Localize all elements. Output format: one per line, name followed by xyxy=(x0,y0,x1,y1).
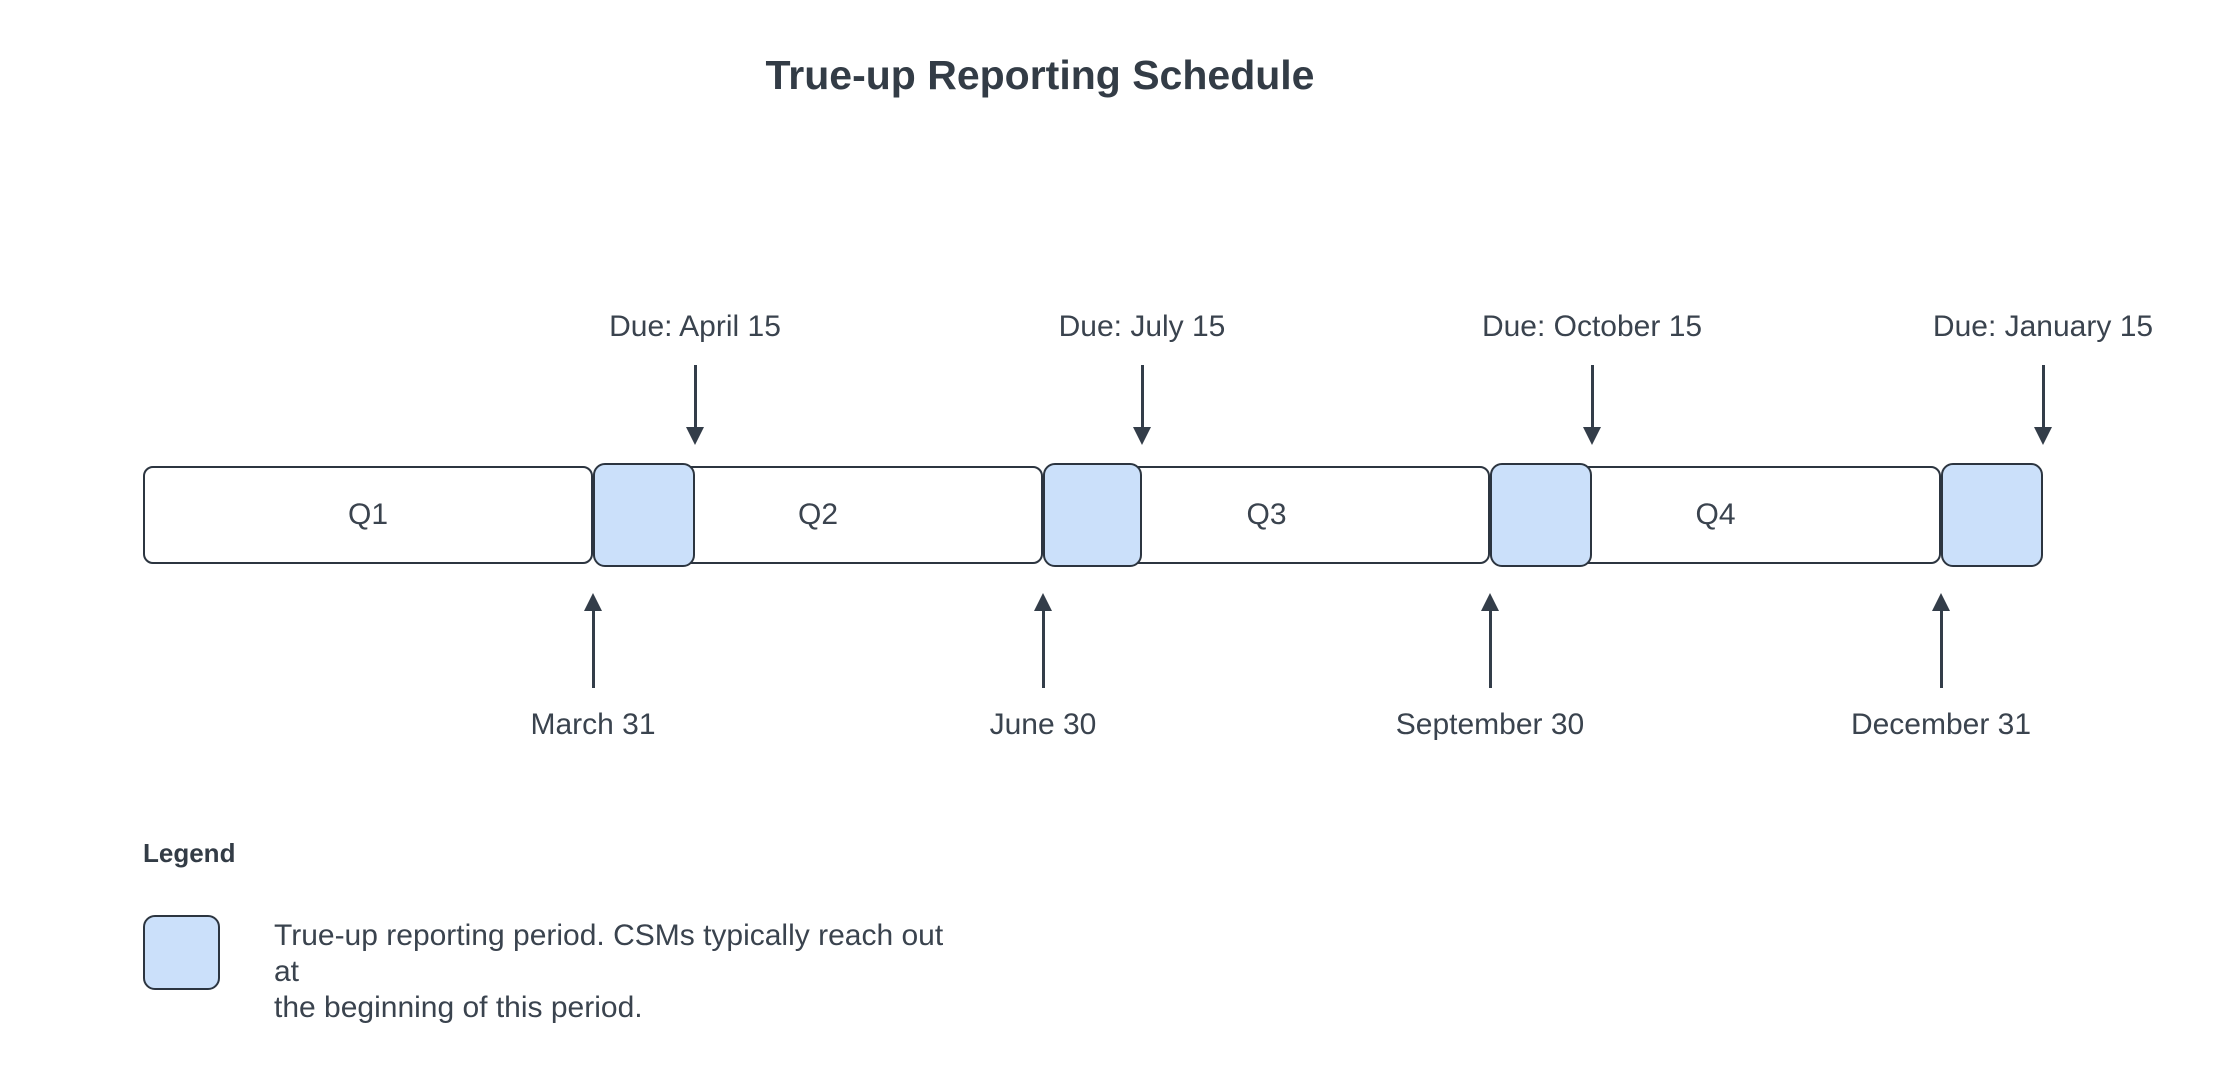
quarter-end-label-q4: December 31 xyxy=(1850,708,2032,741)
quarter-end-label-q1: March 31 xyxy=(530,708,656,741)
legend-description-line-2: the beginning of this period. xyxy=(274,991,643,1024)
quarter-end-arrow-line-2 xyxy=(1042,611,1045,688)
due-arrow-head-icon-3 xyxy=(1583,427,1601,445)
due-label-q4: Due: January 15 xyxy=(1932,310,2154,343)
due-arrow-line-1 xyxy=(694,365,697,427)
quarter-label-q3: Q3 xyxy=(1246,498,1287,531)
legend-heading: Legend xyxy=(143,838,236,868)
trueup-period-box-1 xyxy=(593,463,695,567)
due-label-q3: Due: October 15 xyxy=(1481,310,1703,343)
quarter-end-label-q3: September 30 xyxy=(1395,708,1585,741)
quarter-end-arrow-line-4 xyxy=(1940,611,1943,688)
due-label-q1: Due: April 15 xyxy=(609,310,781,343)
diagram-title: True-up Reporting Schedule xyxy=(765,52,1315,98)
due-arrow-line-4 xyxy=(2042,365,2045,427)
quarter-label-q2: Q2 xyxy=(797,498,839,531)
quarter-label-q1: Q1 xyxy=(347,498,389,531)
quarter-end-label-q2: June 30 xyxy=(989,708,1097,741)
trueup-period-swatch xyxy=(143,915,220,990)
due-arrow-head-icon-1 xyxy=(686,427,704,445)
quarter-end-arrow-head-icon-1 xyxy=(584,593,602,611)
quarter-box-q1: Q1 xyxy=(143,466,593,564)
due-arrow-line-2 xyxy=(1141,365,1144,427)
quarter-end-arrow-head-icon-2 xyxy=(1034,593,1052,611)
due-label-q2: Due: July 15 xyxy=(1058,310,1226,343)
trueup-period-box-2 xyxy=(1043,463,1142,567)
due-arrow-head-icon-4 xyxy=(2034,427,2052,445)
quarter-end-arrow-head-icon-3 xyxy=(1481,593,1499,611)
due-arrow-head-icon-2 xyxy=(1133,427,1151,445)
due-arrow-line-3 xyxy=(1591,365,1594,427)
trueup-period-box-4 xyxy=(1941,463,2043,567)
quarter-end-arrow-line-3 xyxy=(1489,611,1492,688)
trueup-period-box-3 xyxy=(1490,463,1592,567)
quarter-end-arrow-line-1 xyxy=(592,611,595,688)
legend-description-line-1: True-up reporting period. CSMs typically… xyxy=(274,919,944,988)
quarter-end-arrow-head-icon-4 xyxy=(1932,593,1950,611)
legend-description: True-up reporting period. CSMs typically… xyxy=(274,918,974,1026)
quarter-label-q4: Q4 xyxy=(1695,498,1736,531)
